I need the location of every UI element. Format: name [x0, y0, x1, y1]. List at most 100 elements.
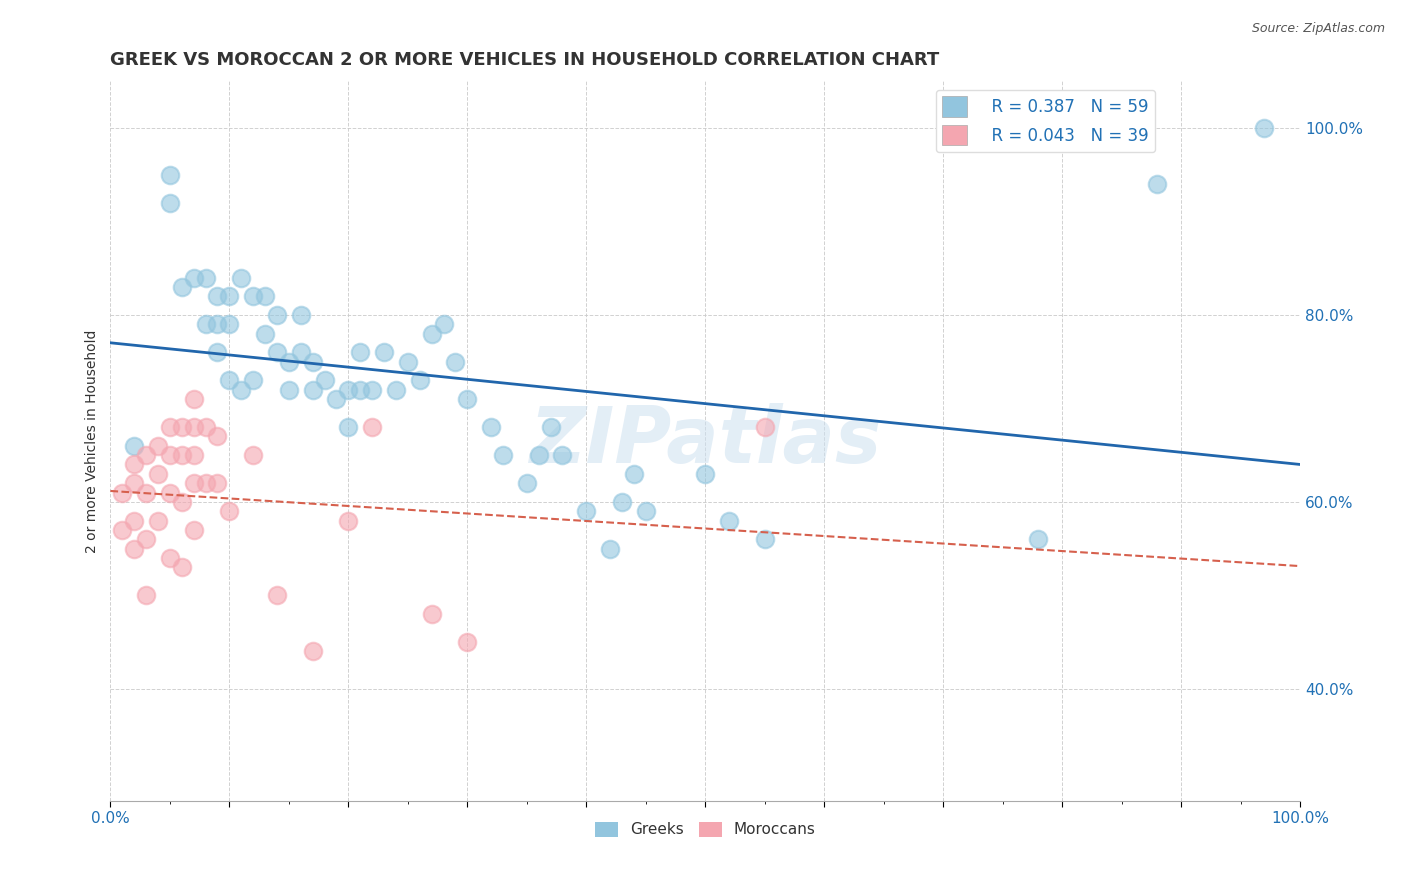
Point [373, 345, 395, 359]
Point [254, 289, 277, 303]
Point [754, 420, 776, 434]
Point [146, 439, 169, 453]
Point [575, 504, 598, 518]
Point [551, 448, 574, 462]
Point [159, 550, 181, 565]
Point [183, 270, 205, 285]
Text: GREEK VS MOROCCAN 2 OR MORE VEHICLES IN HOUSEHOLD CORRELATION CHART: GREEK VS MOROCCAN 2 OR MORE VEHICLES IN … [111, 51, 939, 69]
Point [159, 448, 181, 462]
Point [254, 326, 277, 341]
Point [207, 345, 229, 359]
Point [277, 383, 299, 397]
Point [170, 420, 193, 434]
Point [122, 458, 145, 472]
Point [695, 467, 717, 481]
Point [122, 476, 145, 491]
Point [135, 533, 157, 547]
Point [337, 383, 360, 397]
Y-axis label: 2 or more Vehicles in Household: 2 or more Vehicles in Household [86, 329, 100, 553]
Point [301, 383, 323, 397]
Point [266, 345, 288, 359]
Point [146, 467, 169, 481]
Point [183, 448, 205, 462]
Text: ZIPatlas: ZIPatlas [529, 403, 882, 479]
Point [183, 420, 205, 434]
Point [409, 373, 432, 387]
Point [218, 318, 240, 332]
Point [444, 354, 467, 368]
Point [194, 318, 217, 332]
Point [349, 345, 371, 359]
Point [337, 514, 360, 528]
Point [207, 429, 229, 443]
Point [623, 467, 645, 481]
Point [634, 504, 657, 518]
Point [1253, 121, 1275, 136]
Point [170, 280, 193, 294]
Point [516, 476, 538, 491]
Point [385, 383, 408, 397]
Point [218, 373, 240, 387]
Point [183, 523, 205, 537]
Point [361, 420, 384, 434]
Text: Source: ZipAtlas.com: Source: ZipAtlas.com [1251, 22, 1385, 36]
Point [456, 392, 478, 406]
Point [361, 383, 384, 397]
Point [527, 448, 550, 462]
Point [231, 270, 253, 285]
Point [218, 504, 240, 518]
Point [135, 485, 157, 500]
Point [183, 392, 205, 406]
Point [159, 485, 181, 500]
Point [146, 514, 169, 528]
Point [122, 439, 145, 453]
Point [610, 495, 633, 509]
Point [290, 345, 312, 359]
Point [301, 644, 323, 658]
Point [479, 420, 502, 434]
Point [242, 289, 264, 303]
Point [194, 420, 217, 434]
Point [207, 318, 229, 332]
Point [432, 318, 454, 332]
Point [277, 354, 299, 368]
Point [111, 485, 134, 500]
Point [349, 383, 371, 397]
Point [159, 168, 181, 182]
Point [1146, 177, 1168, 191]
Point [170, 448, 193, 462]
Point [170, 495, 193, 509]
Point [122, 514, 145, 528]
Point [717, 514, 740, 528]
Point [540, 420, 562, 434]
Point [159, 195, 181, 210]
Point [420, 326, 443, 341]
Point [194, 270, 217, 285]
Point [456, 635, 478, 649]
Point [231, 383, 253, 397]
Point [122, 541, 145, 556]
Legend: Greeks, Moroccans: Greeks, Moroccans [589, 815, 823, 844]
Point [111, 523, 134, 537]
Point [135, 448, 157, 462]
Point [242, 373, 264, 387]
Point [159, 420, 181, 434]
Point [420, 607, 443, 621]
Point [754, 533, 776, 547]
Point [207, 289, 229, 303]
Point [325, 392, 347, 406]
Point [183, 476, 205, 491]
Point [194, 476, 217, 491]
Point [135, 588, 157, 602]
Point [218, 289, 240, 303]
Point [492, 448, 515, 462]
Point [242, 448, 264, 462]
Point [301, 354, 323, 368]
Point [290, 308, 312, 322]
Point [266, 308, 288, 322]
Point [337, 420, 360, 434]
Point [207, 476, 229, 491]
Point [1026, 533, 1049, 547]
Point [599, 541, 621, 556]
Point [314, 373, 336, 387]
